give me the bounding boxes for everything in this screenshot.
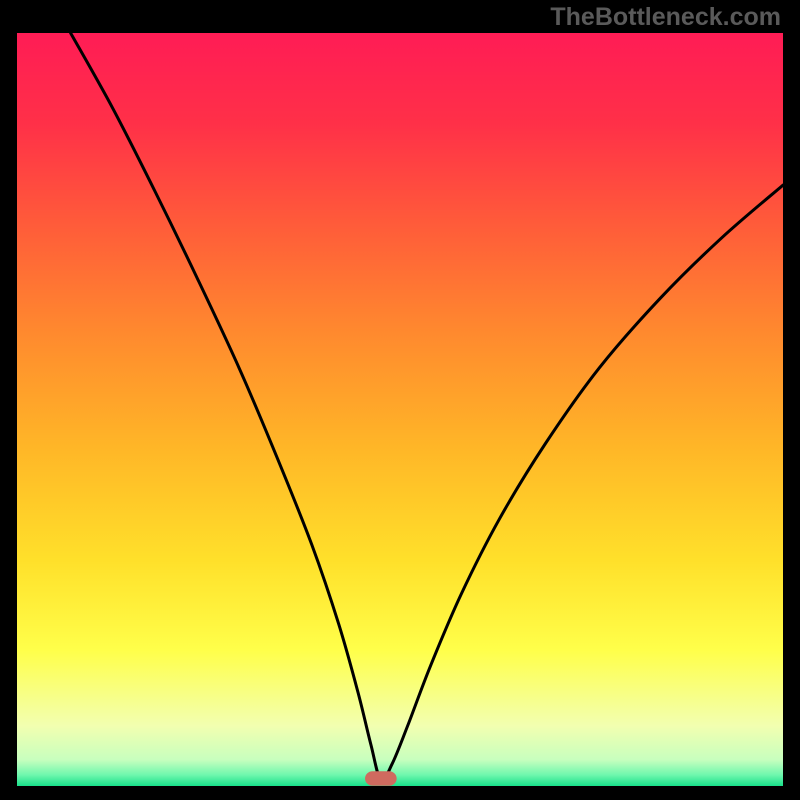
chart-svg: [0, 0, 800, 800]
watermark-text: TheBottleneck.com: [550, 3, 781, 32]
minimum-marker: [366, 772, 397, 786]
chart-container: TheBottleneck.com: [0, 0, 800, 800]
